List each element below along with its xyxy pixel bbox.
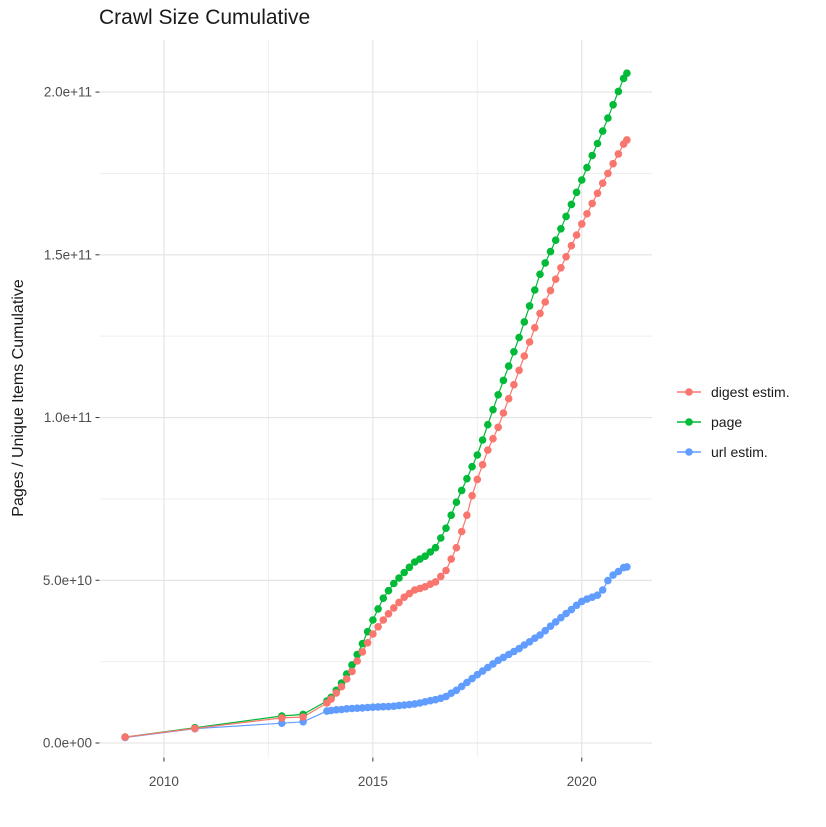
legend: digest estim. page url estim. xyxy=(676,377,790,467)
legend-label: url estim. xyxy=(711,444,768,460)
y-tick-label: 1.0e+11 xyxy=(44,410,92,425)
x-tick-label: 2015 xyxy=(358,774,388,789)
series-points-page xyxy=(121,69,631,741)
y-tick-label: 5.0e+10 xyxy=(43,573,92,588)
series-line-page xyxy=(125,72,628,738)
legend-item-page: page xyxy=(676,407,790,437)
series-points-digest-estim xyxy=(121,136,631,741)
x-tick-label: 2010 xyxy=(149,774,179,789)
legend-item-digest-estim: digest estim. xyxy=(676,377,790,407)
legend-key-line-dot-icon xyxy=(677,388,701,396)
legend-label: digest estim. xyxy=(711,384,790,400)
legend-key-line-dot-icon xyxy=(677,448,701,456)
legend-item-url-estim: url estim. xyxy=(676,437,790,467)
legend-label: page xyxy=(711,414,743,430)
y-tick-label: 2.0e+11 xyxy=(44,85,92,100)
series-line-digest-estim xyxy=(125,139,628,738)
y-tick-label: 0.0e+00 xyxy=(43,736,92,751)
x-tick-label: 2020 xyxy=(567,774,597,789)
series-line-url-estim xyxy=(125,566,628,739)
series-points-url-estim xyxy=(121,563,631,742)
chart-title: Crawl Size Cumulative xyxy=(99,6,311,29)
y-tick-label: 1.5e+11 xyxy=(44,247,92,262)
legend-key-line-dot-icon xyxy=(677,418,701,426)
